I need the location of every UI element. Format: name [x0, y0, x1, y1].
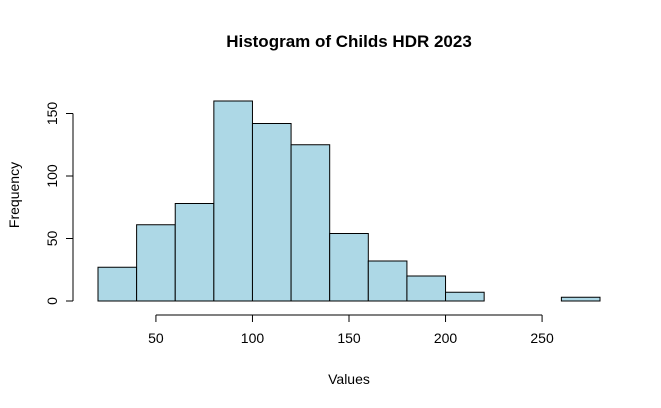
histogram-bar: [367, 260, 408, 302]
x-tick-label: 250: [530, 330, 554, 346]
y-axis-label: Frequency: [6, 162, 22, 228]
histogram-bar: [174, 203, 215, 302]
histogram-bar: [97, 266, 138, 302]
y-tick-label: 50: [44, 231, 60, 247]
histogram-bar: [136, 224, 176, 302]
histogram-bar: [213, 100, 253, 302]
x-tick-label: 100: [241, 330, 265, 346]
x-axis-label: Values: [328, 371, 370, 387]
chart-title: Histogram of Childs HDR 2023: [226, 32, 472, 51]
histogram-bar: [560, 296, 601, 302]
x-tick-label: 50: [148, 330, 164, 346]
y-tick-label: 150: [44, 102, 60, 126]
histogram-bar: [406, 275, 447, 302]
histogram-bar: [329, 233, 369, 302]
histogram-bar: [290, 144, 331, 302]
histogram-bar: [251, 123, 292, 302]
y-tick-label: 0: [44, 297, 60, 305]
x-axis: 50 100 150 200 250: [148, 314, 554, 346]
y-axis: 0 50 100 150: [44, 102, 74, 305]
bars-group: [97, 100, 601, 302]
y-tick-label: 100: [44, 164, 60, 188]
x-tick-label: 150: [337, 330, 361, 346]
x-tick-label: 200: [434, 330, 458, 346]
histogram-bar: [445, 291, 485, 302]
